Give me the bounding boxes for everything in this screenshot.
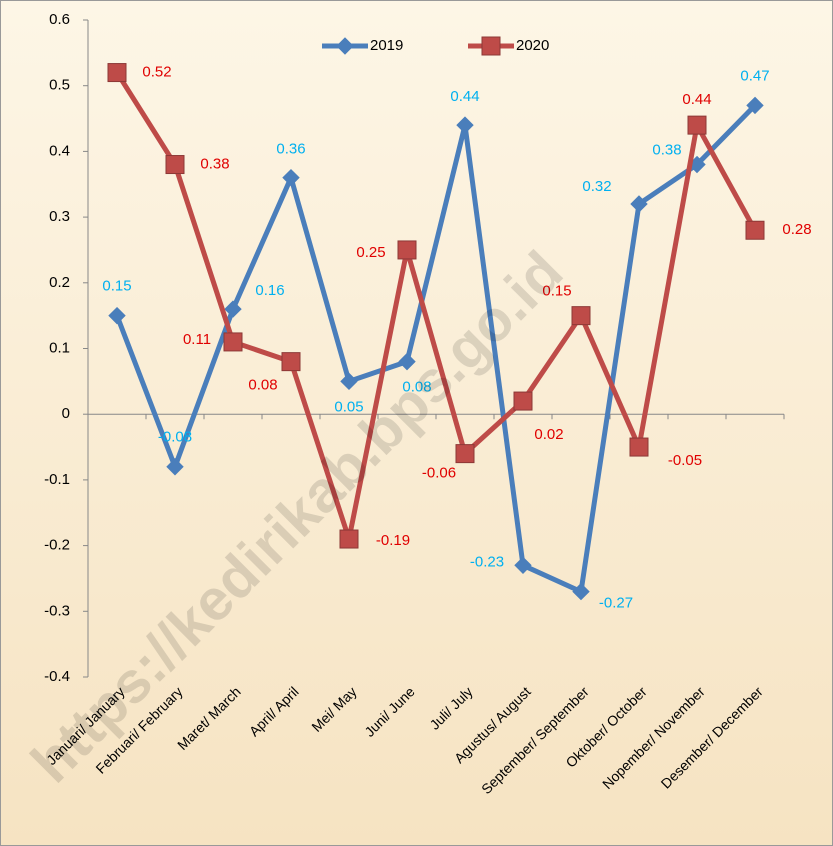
marker [339,529,359,549]
y-tick-label: 0.3 [49,208,70,225]
legend-label: 2019 [370,37,403,54]
marker [513,391,533,411]
data-label: 0.47 [740,67,769,84]
marker [456,116,474,134]
marker [571,306,591,326]
data-label: 0.15 [542,283,571,300]
data-label: -0.27 [599,595,633,612]
data-label: 0.52 [142,64,171,81]
y-tick-label: -0.3 [44,602,70,619]
y-tick-label: 0 [62,405,70,422]
data-label: 0.05 [334,398,363,415]
series-line [114,103,757,595]
marker [108,306,126,325]
data-label: 0.11 [183,331,211,348]
marker [481,36,501,56]
marker [223,332,243,352]
data-label: 0.44 [682,91,711,108]
marker [340,372,358,391]
marker [398,352,416,371]
data-label: 0.38 [652,142,681,159]
data-label: 0.08 [248,377,277,394]
marker [165,155,185,175]
marker [166,458,184,476]
data-label: 0.02 [534,426,563,443]
marker [630,195,648,213]
marker [107,63,127,83]
data-label: 0.15 [102,278,131,295]
data-label: 0.44 [450,88,479,105]
marker [397,240,417,260]
data-label: -0.19 [376,532,410,549]
data-label: -0.05 [668,452,702,469]
marker [224,300,242,318]
marker [629,437,649,457]
data-label: 0.25 [356,244,385,261]
marker [336,37,354,55]
y-tick-label: 0.2 [49,274,70,291]
marker [745,220,765,240]
y-tick-label: 0.5 [49,77,70,94]
data-label: 0.08 [402,379,431,396]
series-line [114,71,758,542]
data-label: -0.08 [158,429,192,446]
marker [281,352,301,372]
data-label: 0.16 [255,282,284,299]
data-label: 0.36 [276,141,305,158]
y-tick-label: -0.2 [44,537,70,554]
marker [455,444,475,464]
data-label: 0.32 [582,178,611,195]
marker [687,115,707,135]
y-tick-label: 0.1 [49,339,70,356]
marker [282,168,300,187]
data-label: -0.23 [470,553,504,570]
marker [746,96,764,115]
data-label: 0.28 [782,221,811,238]
marker [572,582,590,601]
y-tick-label: -0.1 [44,471,70,488]
data-label: -0.06 [422,465,456,482]
data-label: 0.38 [200,156,229,173]
y-tick-label: 0.6 [49,11,70,28]
y-tick-label: -0.4 [44,668,70,685]
y-tick-label: 0.4 [49,142,70,159]
legend-label: 2020 [516,37,549,54]
marker [514,556,532,575]
